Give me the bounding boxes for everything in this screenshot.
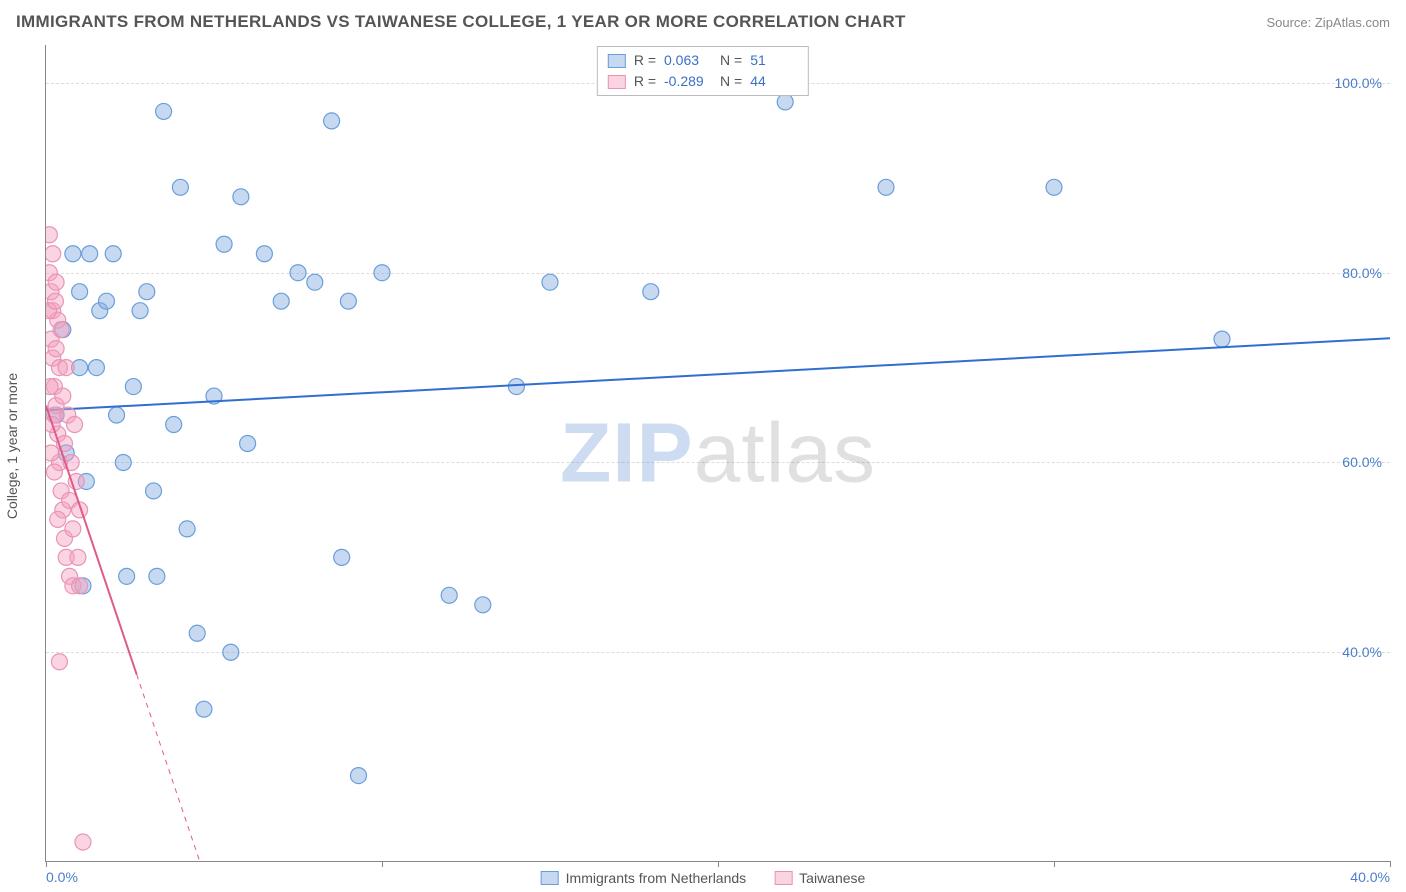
legend-label-1: Taiwanese xyxy=(799,870,865,886)
n-value-1: 44 xyxy=(750,71,798,92)
n-label-1: N = xyxy=(720,71,742,92)
legend-swatch-0 xyxy=(541,871,559,885)
bottom-legend: Immigrants from Netherlands Taiwanese xyxy=(541,870,866,886)
chart-header: IMMIGRANTS FROM NETHERLANDS VS TAIWANESE… xyxy=(16,12,1390,32)
chart-svg xyxy=(46,45,1390,861)
n-label-0: N = xyxy=(720,50,742,71)
r-label-0: R = xyxy=(634,50,656,71)
xtick-label: 0.0% xyxy=(46,869,78,885)
legend-item-0: Immigrants from Netherlands xyxy=(541,870,747,886)
n-value-0: 51 xyxy=(750,50,798,71)
chart-title: IMMIGRANTS FROM NETHERLANDS VS TAIWANESE… xyxy=(16,12,906,32)
stats-row-0: R = 0.063 N = 51 xyxy=(608,50,798,71)
y-axis-label: College, 1 year or more xyxy=(4,373,20,519)
chart-plot-area: ZIPatlas 40.0%60.0%80.0%100.0%0.0%40.0% xyxy=(45,45,1390,862)
stats-row-1: R = -0.289 N = 44 xyxy=(608,71,798,92)
legend-label-0: Immigrants from Netherlands xyxy=(566,870,747,886)
legend-swatch-1 xyxy=(774,871,792,885)
xtick-label: 40.0% xyxy=(1350,869,1390,885)
stats-legend: R = 0.063 N = 51 R = -0.289 N = 44 xyxy=(597,46,809,96)
swatch-series-1 xyxy=(608,75,626,89)
chart-source: Source: ZipAtlas.com xyxy=(1266,15,1390,30)
r-label-1: R = xyxy=(634,71,656,92)
swatch-series-0 xyxy=(608,54,626,68)
r-value-1: -0.289 xyxy=(664,71,712,92)
legend-item-1: Taiwanese xyxy=(774,870,865,886)
r-value-0: 0.063 xyxy=(664,50,712,71)
